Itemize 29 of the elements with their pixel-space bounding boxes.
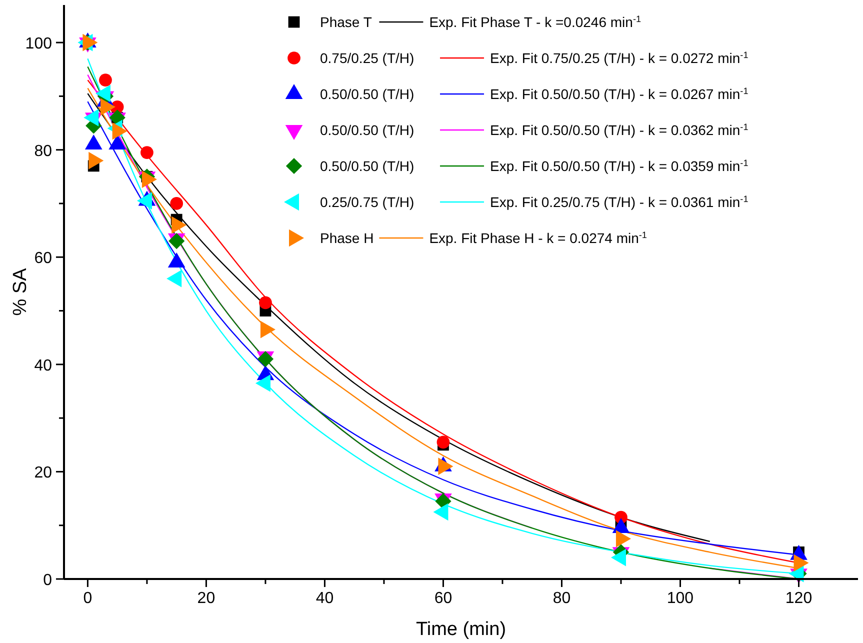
legend-label: 0.75/0.25 (T/H) bbox=[320, 50, 414, 66]
x-axis-title: Time (min) bbox=[416, 619, 506, 640]
legend-label: 0.50/0.50 (T/H) bbox=[320, 122, 414, 138]
x-tick-label: 20 bbox=[197, 590, 216, 607]
legend-label: Exp. Fit Phase H - k = 0.0274 min$^{-1}$ bbox=[429, 230, 648, 246]
legend-label: Exp. Fit 0.50/0.50 (T/H) - k = 0.0267 min$^{-1}$ bbox=[490, 86, 748, 102]
legend-label: 0.50/0.50 (T/H) bbox=[320, 158, 414, 174]
x-tick-label: 60 bbox=[434, 590, 452, 607]
legend-label: Exp. Fit 0.25/0.75 (T/H) - k = 0.0361 min$^{-1}$ bbox=[490, 194, 748, 210]
legend-label: Exp. Fit Phase T - k =0.0246 min$^{-1}$ bbox=[429, 14, 642, 30]
x-tick-label: 40 bbox=[316, 590, 334, 607]
legend-label: Exp. Fit 0.50/0.50 (T/H) - k = 0.0362 min$^{-1}$ bbox=[490, 122, 748, 138]
y-tick-label: 100 bbox=[25, 36, 52, 53]
x-tick-label: 80 bbox=[552, 590, 571, 607]
y-tick-label: 20 bbox=[34, 464, 52, 482]
y-tick-label: 0 bbox=[43, 572, 52, 589]
legend-label: Phase T bbox=[320, 14, 372, 30]
x-tick-label: 100 bbox=[666, 590, 694, 607]
y-tick-label: 40 bbox=[34, 357, 52, 374]
x-tick-label: 120 bbox=[785, 590, 812, 607]
legend-label: 0.25/0.75 (T/H) bbox=[320, 194, 414, 210]
y-tick-label: 80 bbox=[34, 142, 52, 160]
y-tick-label: 60 bbox=[34, 250, 52, 268]
y-axis-title: % SA bbox=[10, 268, 31, 316]
legend-label: Exp. Fit 0.75/0.25 (T/H) - k = 0.0272 min$^{-1}$ bbox=[490, 50, 748, 66]
legend-label: Phase H bbox=[320, 230, 374, 246]
legend-label: 0.50/0.50 (T/H) bbox=[320, 86, 414, 102]
x-tick-label: 0 bbox=[83, 590, 92, 607]
legend-label: Exp. Fit 0.50/0.50 (T/H) - k = 0.0359 min$^{-1}$ bbox=[490, 158, 748, 174]
